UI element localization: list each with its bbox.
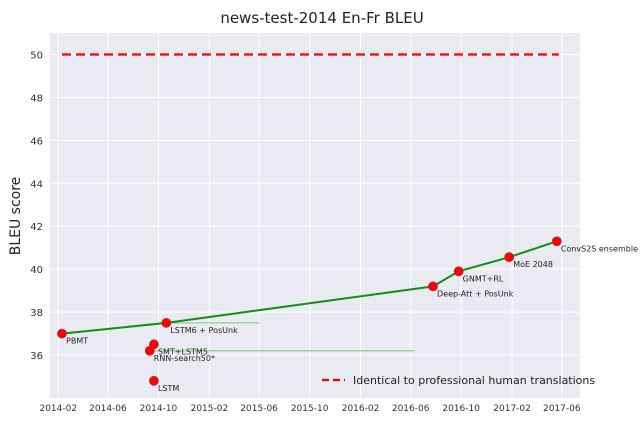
y-tick-label: 36 [30, 351, 43, 362]
sota-line [61, 240, 558, 335]
x-tick-label: 2016-06 [392, 404, 430, 414]
x-tick-labels: 2014-02 2014-06 2014-10 2015-02 2015-06 2015-… [39, 404, 580, 414]
point-label: LSTM [158, 384, 179, 393]
point-label: MoE 2048 [513, 260, 553, 269]
point-label: RNN-search50* [154, 354, 215, 363]
y-tick-label: 40 [30, 265, 43, 276]
chart-title: news-test-2014 En-Fr BLEU [220, 9, 423, 27]
x-tick-label: 2014-02 [39, 404, 77, 414]
y-tick-label: 46 [30, 136, 43, 147]
data-points [57, 236, 562, 386]
data-point [161, 317, 172, 328]
x-tick-label: 2017-02 [493, 404, 531, 414]
x-tick-label: 2015-06 [240, 404, 278, 414]
x-tick-label: 2015-02 [191, 404, 229, 414]
x-tick-label: 2016-02 [342, 404, 380, 414]
point-label: Deep-Att + PosUnk [437, 289, 514, 298]
y-tick-label: 38 [30, 308, 43, 319]
x-tick-label: 2016-10 [442, 404, 480, 414]
plot-area [50, 33, 580, 398]
data-point [504, 252, 515, 263]
x-tick-label: 2017-06 [543, 404, 581, 414]
data-point [428, 281, 438, 292]
series-lines [61, 53, 559, 352]
legend-label: Identical to professional human translat… [353, 374, 595, 387]
data-point [144, 345, 155, 356]
x-tick-label: 2015-10 [291, 404, 329, 414]
point-label: LSTM6 + PosUnk [170, 326, 238, 335]
data-point [149, 375, 159, 386]
point-label: PBMT [66, 337, 88, 346]
x-tick-label: 2014-10 [140, 404, 178, 414]
point-label: GNMT+RL [463, 274, 504, 283]
data-point [453, 266, 464, 277]
y-axis-label: BLEU score [8, 177, 24, 256]
legend: Identical to professional human translat… [322, 374, 595, 387]
point-labels: PBMT LSTM6 + PosUnk SMT+LSTM5RNN-search50*… [66, 244, 638, 393]
point-label: ConvS2S ensemble [561, 244, 638, 253]
point-label: SMT+LSTM5 [158, 347, 208, 356]
y-tick-label: 50 [30, 50, 43, 61]
x-tick-label: 2014-06 [89, 404, 127, 414]
y-tick-label: 42 [30, 222, 43, 233]
y-tick-labels: 36 38 40 42 44 46 48 50 [30, 50, 43, 362]
y-tick-label: 48 [30, 93, 43, 104]
y-tick-label: 44 [30, 179, 43, 190]
data-point [57, 328, 67, 339]
grid-lines [50, 33, 580, 398]
data-point [551, 236, 562, 247]
